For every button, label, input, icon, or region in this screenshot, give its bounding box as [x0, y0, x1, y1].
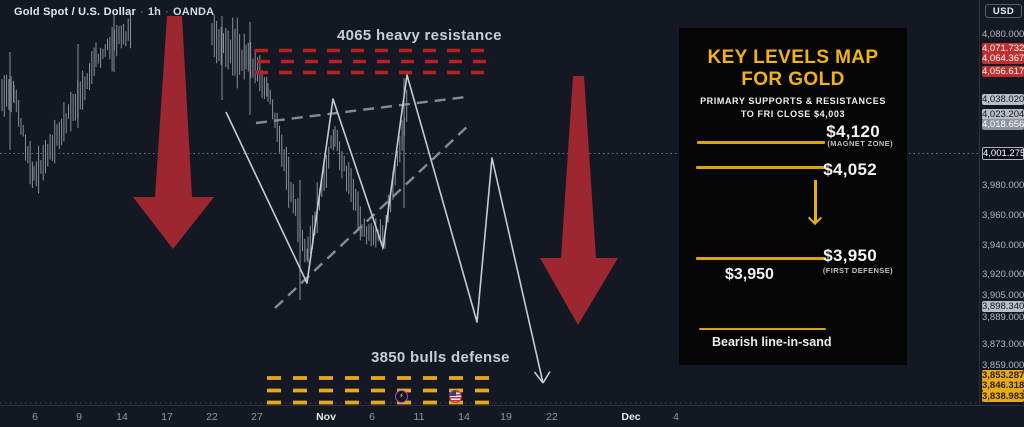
price-label: 3,898.340: [982, 300, 1024, 312]
price-label: 4,038.020: [982, 94, 1024, 105]
price-label: 4,064.367: [982, 53, 1024, 64]
symbol-exchange: OANDA: [172, 6, 215, 18]
down-arrow-stem: [814, 180, 817, 222]
price-axis[interactable]: USD 4,080.000 4,071.732 4,064.367 4,056.617…: [979, 0, 1024, 405]
price-label: 4,023.204: [982, 109, 1024, 120]
time-axis[interactable]: 6 9 14 17 22 27 Nov 6 11 14 19 22 Dec 4: [0, 405, 1024, 427]
panel-subtitle-line1: PRIMARY SUPPORTS & RESISTANCES: [700, 96, 886, 106]
level-line-4052: [696, 166, 825, 169]
symbol-name: Gold Spot / U.S. Dollar: [14, 6, 136, 18]
time-label: 4: [673, 411, 679, 423]
time-label: 9: [76, 411, 82, 423]
time-label: 14: [458, 411, 470, 423]
flag-canton: [450, 391, 456, 396]
time-label: 22: [546, 411, 558, 423]
time-label: 11: [413, 411, 425, 423]
price-label: 3,905.000: [982, 290, 1024, 301]
price-label: 4,080.000: [982, 28, 1024, 40]
price-label: 3,873.000: [982, 338, 1024, 350]
symbol-legend[interactable]: Gold Spot / U.S. Dollar · 1h · OANDA: [14, 6, 214, 18]
support-annotation[interactable]: 3850 bulls defense: [371, 349, 510, 366]
price-label: 3,940.000: [982, 239, 1024, 251]
economic-event-lightning-icon[interactable]: ⚡: [395, 390, 408, 403]
level-line-bearish: [699, 328, 826, 330]
red-down-arrow-left: [133, 16, 214, 249]
level-price-3950: $3,950: [823, 246, 877, 265]
time-label: 17: [161, 411, 173, 423]
price-label: 4,001.275: [982, 147, 1024, 160]
time-label: Dec: [621, 411, 641, 423]
legend-separator: ·: [139, 6, 144, 18]
currency-toggle-button[interactable]: USD: [985, 4, 1022, 18]
price-label: 3,846.318: [982, 380, 1024, 391]
price-label: 3,980.000: [982, 179, 1024, 191]
time-label: Nov: [316, 411, 336, 423]
upper-trendline: [255, 95, 467, 125]
level-price-4120: $4,120: [826, 122, 880, 141]
level-left-label-3950: $3,950: [725, 266, 774, 283]
level-line-4120: [697, 141, 825, 144]
panel-title-line2: FOR GOLD: [741, 69, 845, 90]
price-label: 3,960.000: [982, 209, 1024, 221]
price-label: 4,071.732: [982, 42, 1024, 54]
zigzag-projection: [225, 74, 544, 384]
level-note-magnet-zone: (MAGNET ZONE): [827, 139, 893, 148]
price-label: 4,056.617: [982, 66, 1024, 77]
time-label: 6: [369, 411, 375, 423]
panel-title-line1: KEY LEVELS MAP: [707, 47, 879, 68]
time-label: 6: [32, 411, 38, 423]
price-label: 4,018.656: [982, 119, 1024, 130]
price-bars: [1, 13, 408, 300]
time-label: 22: [206, 411, 218, 423]
us-economic-event-flag-icon[interactable]: [449, 390, 462, 403]
price-label: 3,889.000: [982, 312, 1024, 323]
symbol-interval: 1h: [147, 6, 162, 18]
price-label: 3,838.983: [982, 391, 1024, 402]
lightning-icon: ⚡: [399, 393, 404, 400]
price-label: 3,853.287: [982, 370, 1024, 381]
red-down-arrow-right: [540, 76, 618, 325]
resistance-annotation[interactable]: 4065 heavy resistance: [337, 27, 502, 44]
level-note-first-defense: (FIRST DEFENSE): [822, 266, 893, 275]
legend-separator: ·: [165, 6, 169, 18]
time-label: 19: [500, 411, 512, 423]
level-price-4052: $4,052: [823, 160, 877, 179]
key-levels-panel[interactable]: KEY LEVELS MAP FOR GOLD PRIMARY SUPPORTS…: [679, 28, 907, 365]
panel-subtitle-line2: TO FRI CLOSE $4,003: [740, 109, 846, 119]
down-arrow-icon: [807, 210, 822, 226]
zigzag-arrowhead: [533, 371, 551, 384]
price-label: 3,859.000: [982, 360, 1024, 371]
panel-footer-label: Bearish line-in-sand: [712, 335, 832, 349]
level-line-3950: [696, 257, 825, 260]
price-label: 3,920.000: [982, 269, 1024, 280]
time-label: 27: [251, 411, 263, 423]
time-label: 14: [116, 411, 128, 423]
